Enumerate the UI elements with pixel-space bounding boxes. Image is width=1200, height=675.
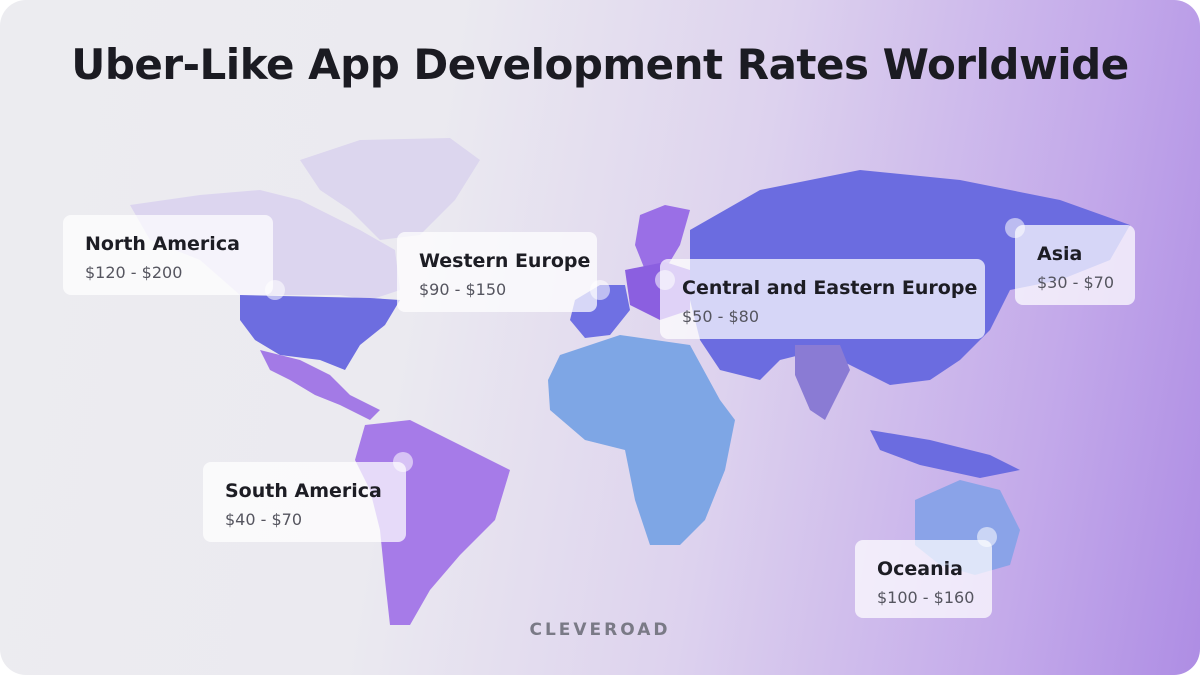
region-card: Asia $30 - $70	[1015, 225, 1135, 305]
region-card: South America $40 - $70	[203, 462, 406, 542]
region-name: North America	[85, 233, 240, 255]
region-name: Western Europe	[419, 250, 591, 272]
usa	[240, 295, 400, 370]
brand-logo: CLEVEROAD	[529, 620, 671, 640]
region-rate: $100 - $160	[877, 588, 975, 607]
region-name: South America	[225, 480, 382, 502]
region-rate: $90 - $150	[419, 280, 507, 299]
greenland	[300, 138, 480, 240]
region-card: Oceania $100 - $160	[855, 540, 992, 618]
region-card: Central and Eastern Europe $50 - $80	[660, 259, 985, 339]
africa	[548, 335, 735, 545]
region-name: Asia	[1037, 243, 1083, 265]
southeast-asia	[870, 430, 1020, 478]
scandinavia	[635, 205, 690, 270]
region-name: Central and Eastern Europe	[682, 277, 978, 299]
region-rate: $40 - $70	[225, 510, 303, 529]
region-rate: $50 - $80	[682, 307, 760, 326]
central-america	[260, 350, 380, 420]
title: Uber-Like App Development Rates Worldwid…	[71, 40, 1129, 89]
region-rate: $120 - $200	[85, 263, 183, 282]
region-card: North America $120 - $200	[63, 215, 273, 295]
region-card: Western Europe $90 - $150	[397, 232, 597, 312]
region-name: Oceania	[877, 558, 963, 580]
region-rate: $30 - $70	[1037, 273, 1115, 292]
india	[795, 345, 850, 420]
